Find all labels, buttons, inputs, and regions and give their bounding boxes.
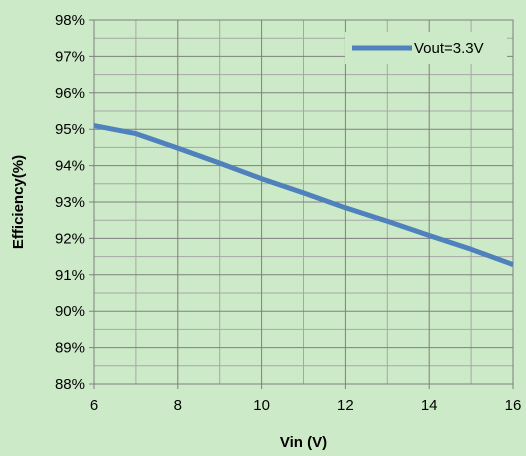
series-lines	[93, 123, 514, 267]
y-tick-label: 91%	[55, 267, 85, 284]
y-tick-label: 92%	[55, 230, 85, 247]
y-tick-label: 94%	[55, 158, 85, 175]
y-tick-label: 96%	[55, 85, 85, 102]
y-tick-label: 90%	[55, 303, 85, 320]
y-tick-label: 97%	[55, 48, 85, 65]
y-tick-label: 89%	[55, 340, 85, 357]
y-tick-label: 95%	[55, 121, 85, 138]
x-tick-label: 14	[421, 397, 438, 414]
x-axis-tick-labels: 6 8 10 12 14 16	[90, 397, 522, 414]
y-tick-label: 88%	[55, 376, 85, 393]
x-tick-label: 10	[253, 397, 270, 414]
x-tick-label: 8	[174, 397, 182, 414]
plot-area-border	[93, 19, 514, 385]
series-line-vout-3.3v	[93, 123, 514, 267]
legend: Vout=3.3V	[345, 32, 507, 64]
y-tick-label: 98%	[55, 12, 85, 29]
x-tick-label: 12	[337, 397, 354, 414]
x-tick-label: 16	[505, 397, 522, 414]
x-tick-label: 6	[90, 397, 98, 414]
y-tick-label: 93%	[55, 194, 85, 211]
legend-label-vout-3.3v: Vout=3.3V	[414, 40, 484, 57]
y-axis-tick-labels: 88% 89% 90% 91% 92% 93% 94% 95% 96% 97% 98%	[55, 12, 85, 393]
x-axis-title: Vin (V)	[280, 434, 327, 451]
y-axis-title: Efficiency(%)	[10, 155, 27, 249]
major-gridlines	[89, 19, 514, 389]
plot-frame	[93, 19, 514, 385]
